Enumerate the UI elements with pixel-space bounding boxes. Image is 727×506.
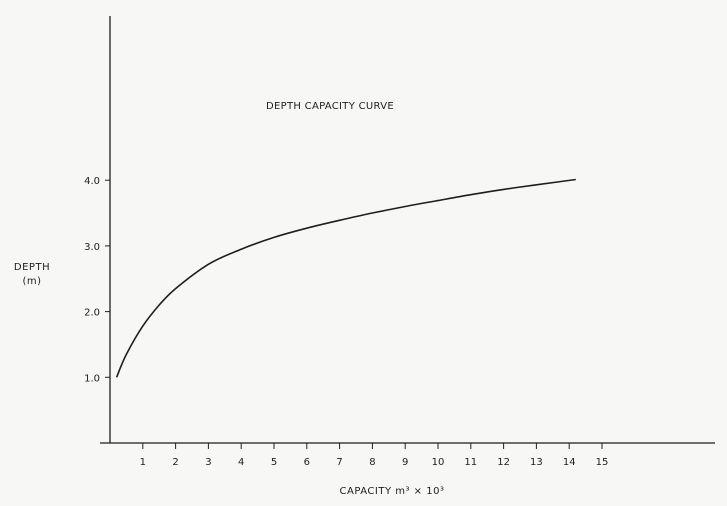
x-axis-title: CAPACITY m³ × 10³ (340, 486, 445, 497)
x-tick-label: 13 (530, 457, 543, 468)
y-tick-label: 1.0 (84, 373, 100, 384)
y-tick-label: 4.0 (84, 176, 100, 187)
x-tick-label: 15 (596, 457, 609, 468)
depth-capacity-curve (115, 178, 576, 378)
y-axis-unit: (m) (22, 276, 41, 287)
x-tick-label: 12 (497, 457, 510, 468)
x-tick-label: 3 (205, 457, 211, 468)
y-tick-label: 3.0 (84, 242, 100, 253)
x-tick-label: 10 (432, 457, 445, 468)
x-tick-label: 5 (271, 457, 277, 468)
x-tick-label: 4 (238, 457, 244, 468)
x-tick-label: 14 (563, 457, 576, 468)
y-axis-title: DEPTH (14, 262, 50, 273)
x-tick-label: 9 (402, 457, 408, 468)
x-tick-label: 7 (336, 457, 342, 468)
x-tick-label: 2 (172, 457, 178, 468)
y-tick-label: 2.0 (84, 308, 100, 319)
x-tick-label: 1 (140, 457, 146, 468)
x-tick-label: 11 (464, 457, 477, 468)
chart-title: DEPTH CAPACITY CURVE (266, 101, 394, 112)
x-tick-label: 6 (304, 457, 310, 468)
x-tick-label: 8 (369, 457, 375, 468)
